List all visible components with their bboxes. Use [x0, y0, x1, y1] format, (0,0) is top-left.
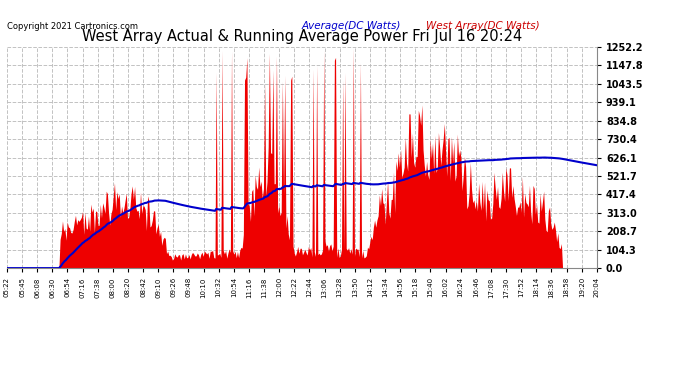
Title: West Array Actual & Running Average Power Fri Jul 16 20:24: West Array Actual & Running Average Powe…: [81, 29, 522, 44]
Text: Average(DC Watts): Average(DC Watts): [302, 21, 402, 32]
Text: Copyright 2021 Cartronics.com: Copyright 2021 Cartronics.com: [7, 22, 138, 32]
Text: West Array(DC Watts): West Array(DC Watts): [426, 21, 540, 32]
